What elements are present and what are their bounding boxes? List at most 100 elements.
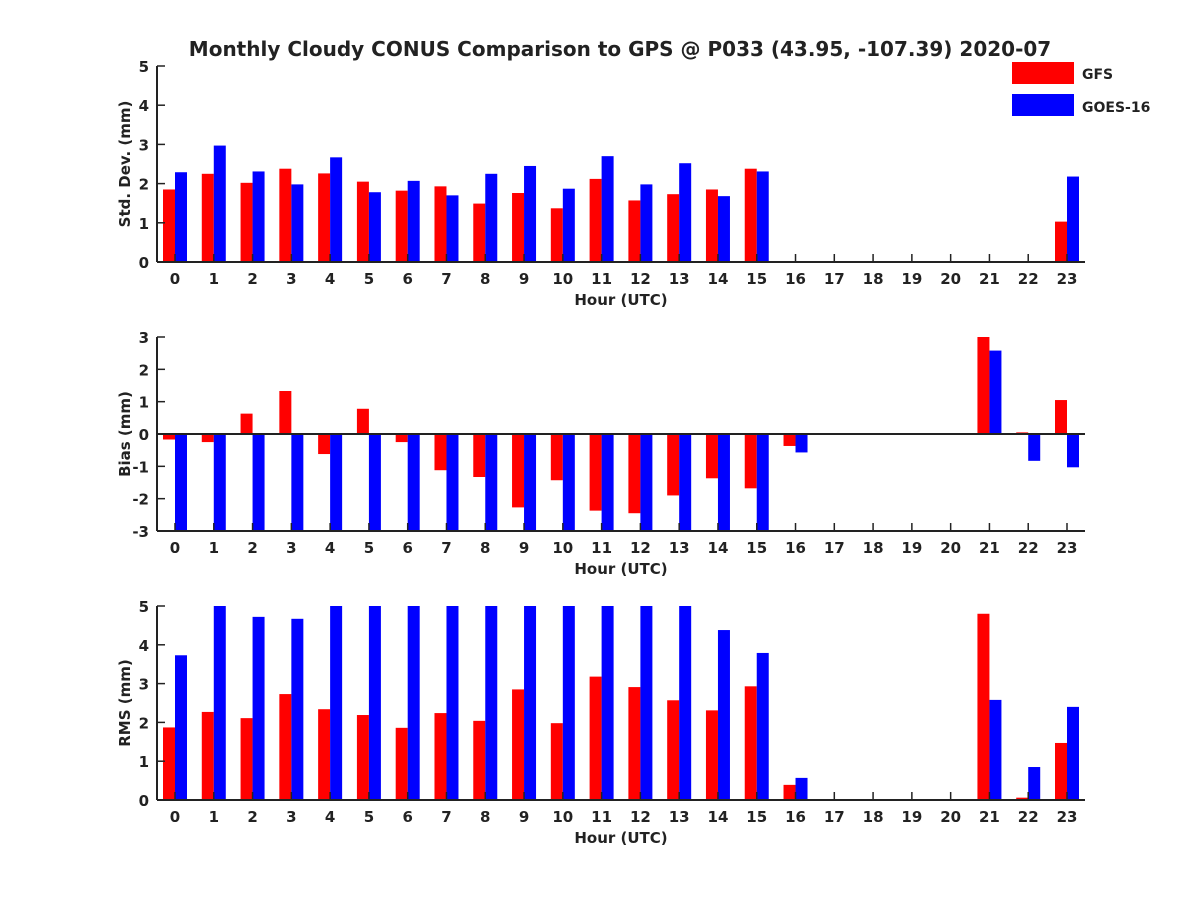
bar-gfs-hour-6 [395, 434, 408, 443]
y-tick-label: 0 [139, 426, 149, 444]
legend-swatch-goes16 [1012, 94, 1074, 116]
bar-goes16-hour-1 [213, 434, 226, 531]
x-tick-label: 11 [591, 808, 612, 826]
bar-goes16-hour-22 [1028, 434, 1041, 461]
x-tick-label: 11 [591, 270, 612, 288]
bar-gfs-hour-8 [473, 203, 486, 262]
bar-goes16-hour-14 [717, 196, 730, 262]
x-tick-label: 10 [552, 270, 573, 288]
x-tick-label: 22 [1018, 808, 1039, 826]
x-tick-label: 9 [519, 808, 529, 826]
x-tick-label: 4 [325, 808, 335, 826]
y-tick-label: 1 [139, 215, 149, 233]
bar-goes16-hour-10 [562, 188, 575, 262]
bar-gfs-hour-22 [1016, 797, 1029, 800]
bar-goes16-hour-5 [368, 606, 381, 800]
bar-gfs-hour-12 [628, 687, 641, 800]
x-tick-label: 2 [247, 270, 257, 288]
x-tick-label: 9 [519, 539, 529, 557]
x-tick-label: 18 [863, 539, 884, 557]
bar-goes16-hour-1 [213, 145, 226, 262]
bar-goes16-hour-21 [989, 350, 1002, 434]
bar-goes16-hour-1 [213, 606, 226, 800]
bar-gfs-hour-23 [1055, 221, 1067, 262]
bar-goes16-hour-22 [1028, 767, 1041, 800]
x-tick-label: 19 [901, 808, 922, 826]
bar-gfs-hour-10 [550, 208, 563, 262]
bar-goes16-hour-6 [407, 180, 420, 262]
bar-goes16-hour-3 [291, 618, 304, 800]
x-tick-label: 23 [1057, 808, 1078, 826]
x-tick-label: 13 [669, 808, 690, 826]
bar-gfs-hour-21 [977, 613, 990, 800]
bar-gfs-hour-12 [628, 434, 641, 514]
bar-goes16-hour-2 [252, 434, 265, 531]
bar-goes16-hour-4 [330, 157, 343, 262]
x-tick-label: 19 [901, 539, 922, 557]
x-tick-label: 14 [708, 808, 729, 826]
x-tick-label: 5 [364, 808, 374, 826]
bar-goes16-hour-7 [446, 195, 459, 262]
bar-goes16-hour-2 [252, 616, 265, 800]
bar-gfs-hour-1 [201, 173, 214, 262]
bar-gfs-hour-8 [473, 434, 486, 478]
y-tick-label: 1 [139, 753, 149, 771]
x-tick-label: 20 [940, 270, 961, 288]
y-tick-label: 1 [139, 394, 149, 412]
bar-gfs-hour-10 [550, 723, 563, 800]
bar-goes16-hour-9 [524, 434, 537, 531]
x-tick-label: 5 [364, 539, 374, 557]
y-tick-label: 0 [139, 792, 149, 810]
y-tick-label: 0 [139, 254, 149, 272]
bar-gfs-hour-21 [977, 337, 990, 434]
bar-gfs-hour-23 [1055, 742, 1067, 800]
x-tick-label: 21 [979, 808, 1000, 826]
x-tick-label: 21 [979, 539, 1000, 557]
bar-gfs-hour-1 [201, 434, 214, 443]
chart-title: Monthly Cloudy CONUS Comparison to GPS @… [189, 37, 1051, 61]
x-tick-label: 18 [863, 808, 884, 826]
x-tick-label: 9 [519, 270, 529, 288]
bar-goes16-hour-11 [601, 434, 614, 531]
x-tick-label: 15 [746, 270, 767, 288]
x-tick-label: 7 [441, 808, 451, 826]
x-tick-label: 14 [708, 270, 729, 288]
bar-gfs-hour-16 [783, 784, 796, 800]
bar-goes16-hour-16 [795, 434, 808, 453]
bar-gfs-hour-4 [318, 709, 331, 800]
bar-gfs-hour-5 [356, 408, 369, 434]
y-tick-label: 5 [139, 58, 149, 76]
y-tick-label: 2 [139, 176, 149, 194]
x-tick-label: 12 [630, 270, 651, 288]
bar-goes16-hour-8 [485, 173, 498, 262]
bar-gfs-hour-10 [550, 434, 563, 481]
x-tick-label: 8 [480, 539, 490, 557]
bar-gfs-hour-0 [163, 434, 175, 440]
bar-goes16-hour-4 [330, 434, 343, 531]
bar-goes16-hour-9 [524, 606, 537, 800]
x-tick-label: 20 [940, 539, 961, 557]
bar-gfs-hour-14 [705, 710, 718, 800]
bar-gfs-hour-5 [356, 181, 369, 262]
y-axis-label: Std. Dev. (mm) [116, 101, 134, 228]
bar-goes16-hour-15 [756, 434, 769, 531]
bar-gfs-hour-9 [512, 434, 525, 508]
bar-goes16-hour-15 [756, 652, 769, 800]
bar-goes16-hour-7 [446, 434, 459, 531]
bar-gfs-hour-6 [395, 190, 408, 262]
x-tick-label: 2 [247, 539, 257, 557]
y-tick-label: 3 [139, 676, 149, 694]
bar-gfs-hour-11 [589, 178, 602, 262]
bar-gfs-hour-16 [783, 434, 796, 446]
x-tick-label: 22 [1018, 270, 1039, 288]
bar-gfs-hour-13 [667, 434, 680, 496]
bar-gfs-hour-11 [589, 434, 602, 511]
x-tick-label: 1 [209, 808, 219, 826]
bar-goes16-hour-11 [601, 606, 614, 800]
bar-gfs-hour-0 [163, 189, 175, 262]
x-tick-label: 0 [170, 808, 180, 826]
x-tick-label: 11 [591, 539, 612, 557]
